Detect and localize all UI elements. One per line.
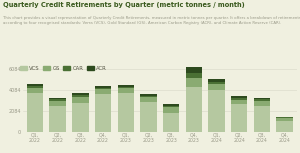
Bar [95, 89, 111, 94]
Bar [118, 87, 134, 88]
Bar [254, 101, 270, 106]
Bar [118, 93, 134, 132]
Bar [231, 98, 247, 100]
Legend: VCS, GS, CAR, ACR: VCS, GS, CAR, ACR [18, 64, 109, 73]
Bar [50, 106, 66, 132]
Bar [231, 104, 247, 132]
Bar [254, 106, 270, 132]
Bar [254, 98, 270, 99]
Bar [27, 93, 43, 132]
Bar [186, 67, 202, 73]
Bar [140, 97, 157, 102]
Text: Quarterly Credit Retirements by Quarter (metric tonnes / month): Quarterly Credit Retirements by Quarter … [3, 2, 245, 8]
Bar [208, 79, 225, 82]
Bar [27, 88, 43, 93]
Bar [140, 94, 157, 95]
Bar [118, 88, 134, 93]
Bar [50, 101, 66, 106]
Bar [163, 107, 179, 113]
Bar [27, 84, 43, 86]
Bar [27, 86, 43, 88]
Bar [276, 121, 293, 132]
Bar [118, 85, 134, 87]
Bar [276, 118, 293, 121]
Bar [50, 99, 66, 101]
Bar [231, 100, 247, 104]
Bar [208, 90, 225, 132]
Bar [163, 104, 179, 106]
Bar [186, 87, 202, 132]
Bar [95, 86, 111, 88]
Bar [95, 94, 111, 132]
Bar [276, 117, 293, 118]
Bar [95, 88, 111, 89]
Bar [186, 73, 202, 78]
Bar [72, 103, 88, 132]
Bar [163, 113, 179, 132]
Bar [140, 95, 157, 97]
Bar [140, 102, 157, 132]
Bar [72, 97, 88, 103]
Bar [208, 82, 225, 84]
Bar [72, 93, 88, 95]
Bar [72, 95, 88, 97]
Bar [254, 99, 270, 101]
Bar [163, 106, 179, 107]
Text: This chart provides a visual representation of Quarterly Credit Retirements, mea: This chart provides a visual representat… [3, 16, 300, 25]
Bar [50, 98, 66, 99]
Bar [208, 84, 225, 90]
Bar [231, 96, 247, 98]
Bar [186, 78, 202, 87]
